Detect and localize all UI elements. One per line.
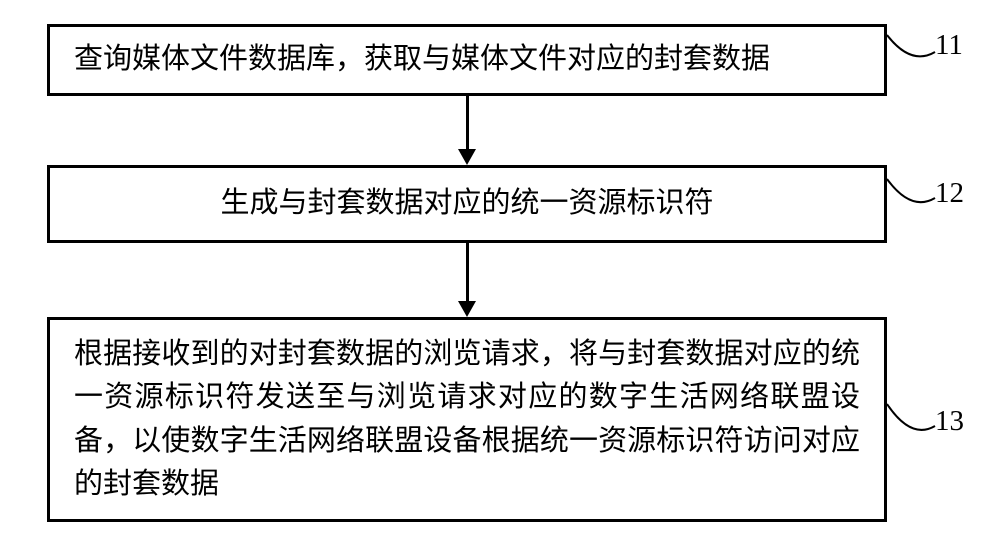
arrow-2-line — [466, 243, 469, 301]
flow-step-1: 查询媒体文件数据库，获取与媒体文件对应的封套数据 — [47, 24, 887, 96]
arrow-2-head — [458, 301, 476, 317]
step-label-13: 13 — [935, 405, 964, 438]
connector-1 — [883, 15, 939, 72]
flow-step-3-text: 根据接收到的对封套数据的浏览请求，将与封套数据对应的统一资源标识符发送至与浏览请… — [74, 333, 860, 507]
flow-step-3: 根据接收到的对封套数据的浏览请求，将与封套数据对应的统一资源标识符发送至与浏览请… — [47, 317, 887, 522]
arrow-1-line — [466, 96, 469, 149]
step-label-12: 12 — [935, 177, 964, 210]
flow-step-2-text: 生成与封套数据对应的统一资源标识符 — [74, 182, 860, 226]
step-label-11: 11 — [935, 29, 963, 62]
connector-3 — [883, 384, 939, 446]
arrow-1-head — [458, 149, 476, 165]
flow-step-1-text: 查询媒体文件数据库，获取与媒体文件对应的封套数据 — [74, 38, 860, 82]
connector-2 — [883, 159, 939, 218]
flowchart-canvas: 查询媒体文件数据库，获取与媒体文件对应的封套数据 生成与封套数据对应的统一资源标… — [0, 0, 1000, 558]
flow-step-2: 生成与封套数据对应的统一资源标识符 — [47, 165, 887, 243]
